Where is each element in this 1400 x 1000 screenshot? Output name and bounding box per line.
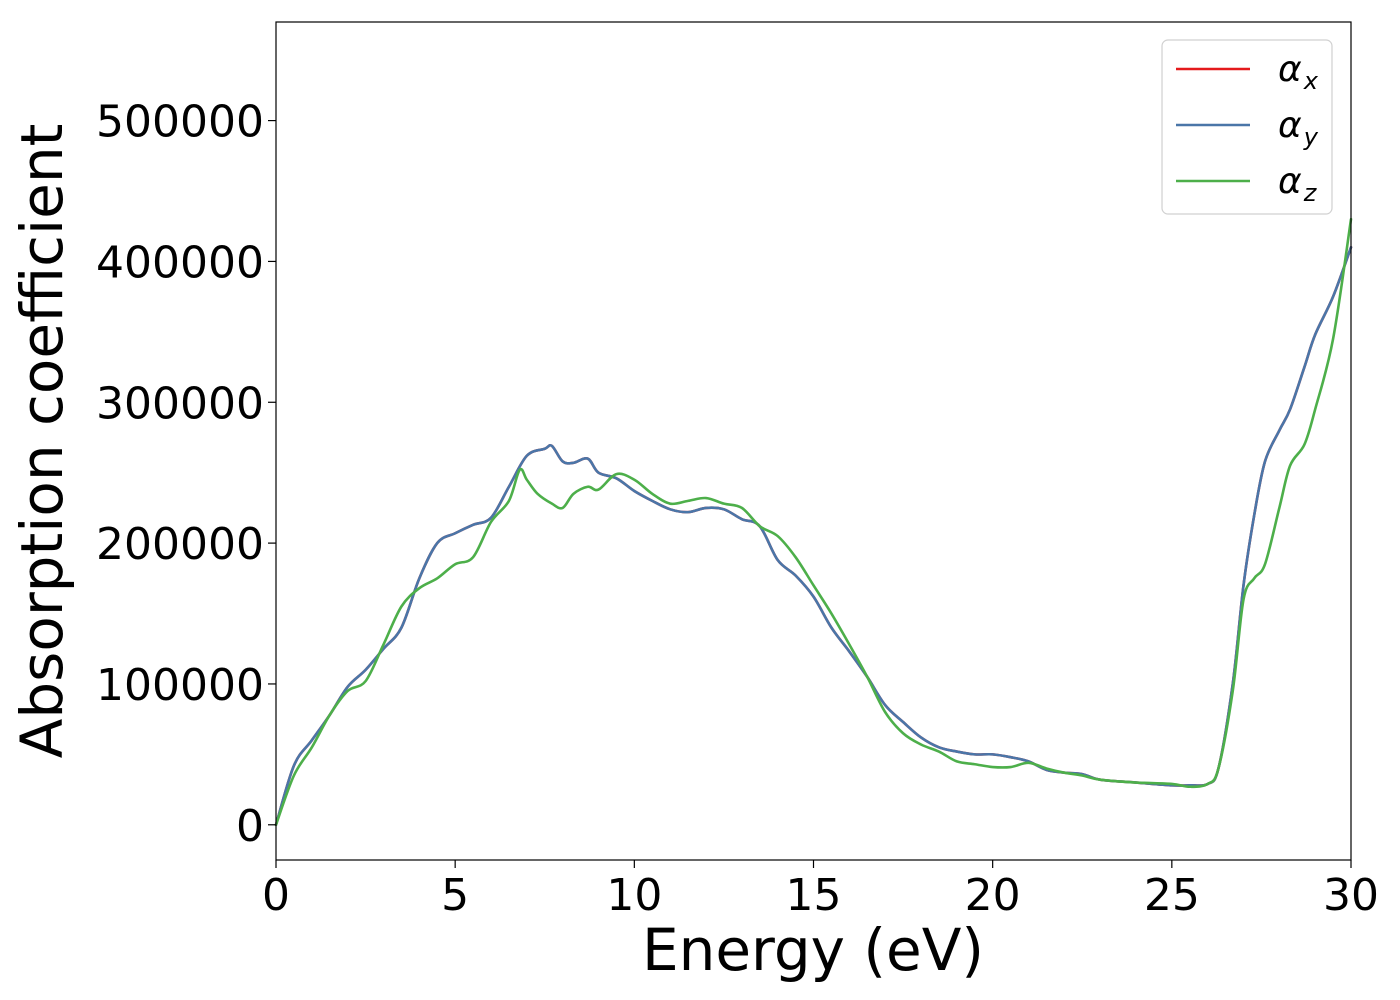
series-line-z	[274, 217, 1353, 827]
legend-box	[1161, 39, 1333, 215]
x-tick-label: 20	[965, 870, 1021, 921]
legend-label-z: αz	[1278, 161, 1318, 207]
y-axis-label: Absorption coefficient	[8, 124, 76, 759]
y-tick-label: 0	[236, 801, 264, 852]
legend-label-y: αy	[1278, 105, 1319, 151]
x-tick-label: 15	[786, 870, 842, 921]
x-tick-label: 30	[1323, 870, 1379, 921]
legend: αx αy αz	[1161, 39, 1333, 215]
x-axis-ticks: 0 5 10 15 20 25 30	[262, 860, 1379, 921]
y-tick-label: 100000	[96, 660, 264, 711]
x-tick-label: 25	[1144, 870, 1200, 921]
legend-items: αx αy αz	[1176, 49, 1319, 207]
y-axis-ticks: 0 100000 200000 300000 400000 500000	[96, 97, 276, 852]
x-tick-label: 5	[441, 870, 469, 921]
series-layer	[274, 217, 1353, 827]
x-tick-label: 0	[262, 870, 290, 921]
y-tick-label: 300000	[96, 378, 264, 429]
x-tick-label: 10	[606, 870, 662, 921]
legend-label-x: αx	[1278, 49, 1319, 95]
y-tick-label: 400000	[96, 237, 264, 288]
y-tick-label: 200000	[96, 519, 264, 570]
y-tick-label: 500000	[96, 97, 264, 148]
x-axis-label: Energy (eV)	[642, 916, 984, 984]
